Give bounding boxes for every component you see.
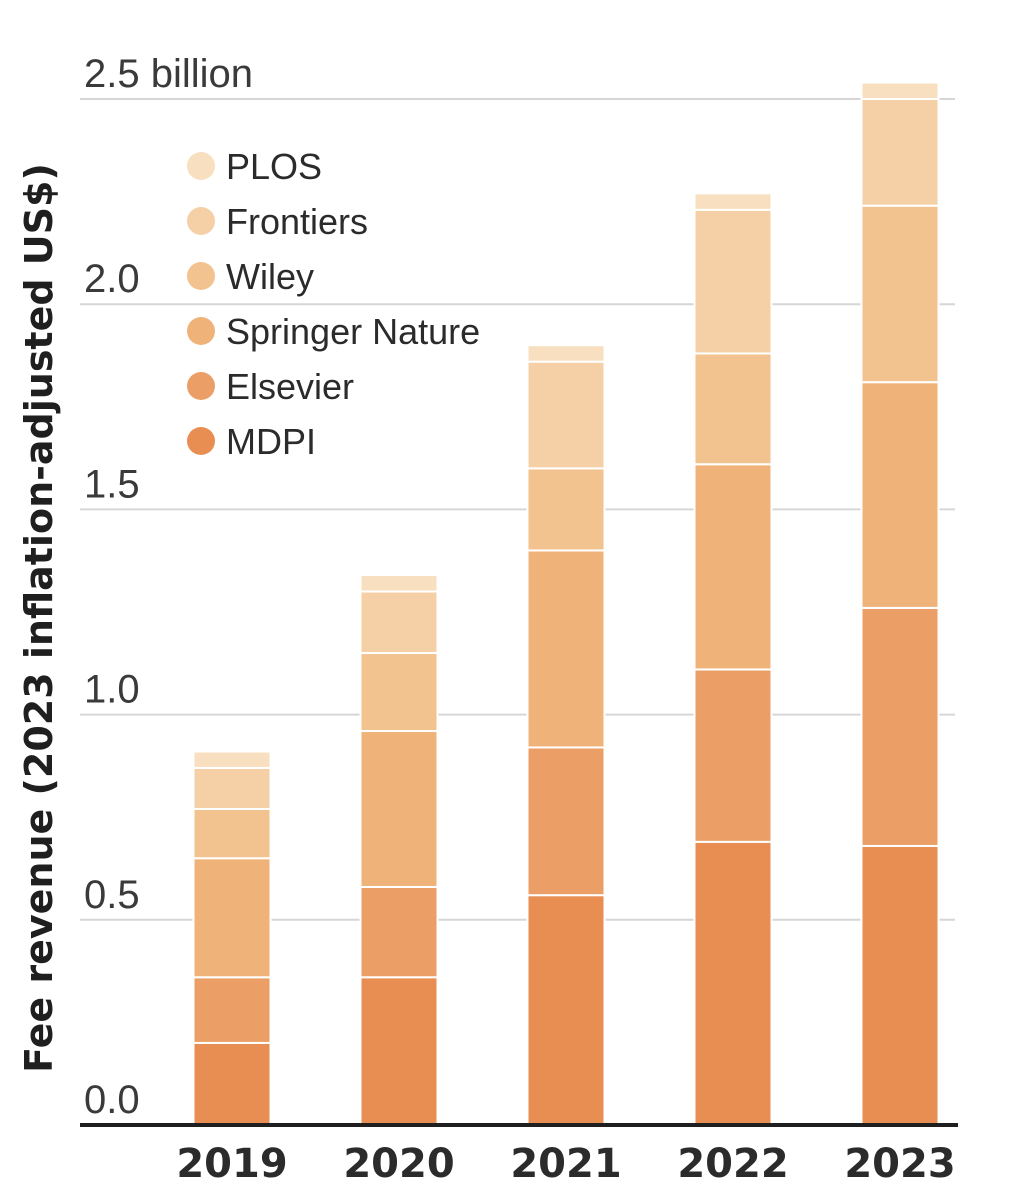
bar-segment-springer-nature	[359, 730, 439, 888]
y-tick-label: 0.0	[84, 1078, 140, 1122]
x-tick-label: 2023	[844, 1141, 955, 1187]
legend-marker	[187, 262, 215, 290]
y-tick-label: 2.5 billion	[84, 52, 253, 96]
legend-label: Wiley	[226, 256, 314, 297]
legend-marker	[187, 207, 215, 235]
bar-segment-elsevier	[693, 668, 773, 843]
y-axis-label: Fee revenue (2023 inflation-adjusted US$…	[17, 163, 61, 1073]
bar-segment-springer-nature	[192, 857, 272, 979]
legend-marker	[187, 317, 215, 345]
legend-label: PLOS	[226, 146, 322, 187]
legend-label: MDPI	[226, 421, 316, 462]
bar-segment-elsevier	[192, 976, 272, 1044]
stacked-bars	[192, 81, 940, 1127]
y-tick-label: 1.0	[84, 668, 140, 712]
legend-label: Springer Nature	[226, 311, 480, 352]
bar-segment-wiley	[526, 467, 606, 552]
bar-segment-mdpi	[359, 976, 439, 1126]
y-tick-label: 0.5	[84, 873, 140, 917]
bar-segment-plos	[526, 344, 606, 363]
bar-segment-wiley	[860, 204, 940, 384]
x-tick-label: 2022	[677, 1141, 788, 1187]
y-tick-label: 1.5	[84, 462, 140, 506]
legend-marker	[187, 372, 215, 400]
bar-segment-elsevier	[526, 746, 606, 897]
bar-segment-frontiers	[526, 360, 606, 470]
legend-marker	[187, 427, 215, 455]
bar-segment-frontiers	[192, 766, 272, 810]
bar-segment-mdpi	[192, 1041, 272, 1127]
bar-segment-wiley	[192, 807, 272, 860]
x-tick-label: 2021	[510, 1141, 621, 1187]
legend-label: Elsevier	[226, 366, 354, 407]
bar-segment-frontiers	[359, 590, 439, 655]
bar-segment-plos	[359, 574, 439, 593]
legend-marker	[187, 152, 215, 180]
legend: PLOS Frontiers Wiley Springer Nature Elsevie…	[187, 146, 480, 462]
bar-segment-springer-nature	[526, 549, 606, 749]
bar-segment-elsevier	[359, 885, 439, 979]
bar-segment-mdpi	[860, 844, 940, 1126]
bar-segment-frontiers	[860, 98, 940, 207]
gridlines	[80, 98, 955, 921]
x-tick-label: 2020	[343, 1141, 454, 1187]
bar-segment-plos	[860, 81, 940, 100]
y-tick-labels: 0.0 0.5 1.0 1.5 2.0 2.5 billion	[84, 52, 253, 1122]
bar-segment-frontiers	[693, 208, 773, 355]
bar-segment-plos	[192, 750, 272, 769]
bar-segment-springer-nature	[693, 463, 773, 671]
bar-segment-wiley	[693, 352, 773, 466]
legend-label: Frontiers	[226, 201, 368, 242]
bar-segment-wiley	[359, 652, 439, 733]
bar-segment-mdpi	[526, 894, 606, 1127]
y-tick-label: 2.0	[84, 257, 140, 301]
bar-segment-mdpi	[693, 840, 773, 1126]
bar-segment-plos	[693, 192, 773, 211]
bar-segment-springer-nature	[860, 381, 940, 609]
x-tick-label: 2019	[176, 1141, 287, 1187]
bar-segment-elsevier	[860, 606, 940, 847]
x-tick-labels: 2019 2020 2021 2022 2023	[176, 1141, 955, 1187]
